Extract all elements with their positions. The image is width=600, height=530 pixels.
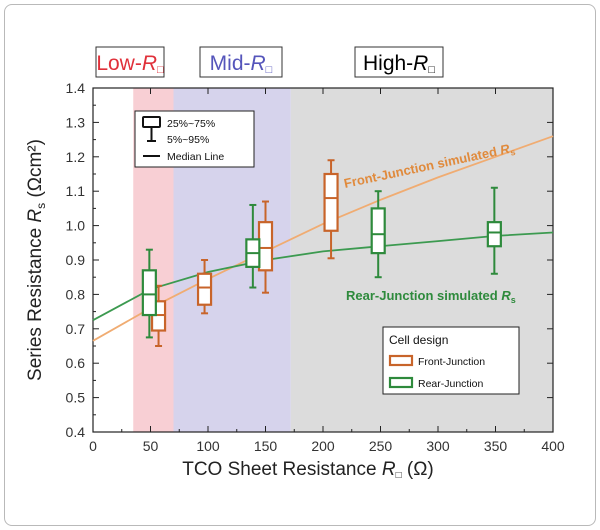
box-iqr [196,272,213,306]
region-label-low: Low-R□ [96,52,164,76]
y-axis-label-unit: (Ωcm²) [25,139,46,203]
region-label-high: High-R□ [363,52,435,76]
curve-label-symbol: R [499,141,512,158]
box-iqr [257,221,274,272]
front-junction-box-2 [196,259,213,315]
box-legend-iqr-symbol [142,116,161,128]
x-tick-label: 0 [89,438,97,454]
x-tick-label: 100 [196,438,220,454]
x-tick-label: 300 [426,438,450,454]
y-axis-label-text: Series Resistance [25,223,46,381]
y-tick-label: 1.0 [66,218,86,234]
y-axis-label: Series Resistance Rs (Ωcm²) [25,139,48,381]
cell-design-legend: Cell design Front-Junction Rear-Junction [382,326,520,395]
x-tick-label: 400 [541,438,565,454]
region-label-sub: □ [266,64,273,76]
x-axis-label-symbol: R [382,459,396,480]
region-label-box [95,46,165,78]
legend-swatch-rear [388,376,414,389]
legend-label-front: Front-Junction [418,356,485,368]
y-axis-label-symbol: R [25,209,46,223]
x-tick-label: 250 [369,438,393,454]
box-legend-whisker-label: 5%~95% [167,134,209,146]
y-tick-label: 0.8 [66,286,86,302]
box-legend-median-label: Median Line [167,151,224,163]
x-tick-label: 150 [254,438,278,454]
legend-title: Cell design [389,333,448,347]
x-tick-label: 50 [143,438,159,454]
box-plots [141,159,502,347]
box-legend-iqr-label: 25%~75% [167,118,215,130]
region-label-r: R [413,52,428,75]
rear-junction-simulated-curve [92,231,554,321]
simulated-curves [92,135,554,342]
curve-label-sub: s [511,295,516,305]
region-label-box [354,46,444,78]
y-tick-label: 1.3 [66,114,86,130]
rear-junction-box-4 [486,186,502,275]
front-junction-simulated-curve [92,135,554,342]
box-iqr [486,221,502,248]
y-tick-label: 0.7 [66,321,86,337]
y-tick-label: 1.2 [66,149,86,165]
region-label-main: Mid- [210,52,251,75]
curve-label-symbol: R [501,288,511,303]
region-label-main: Low- [96,52,142,75]
x-tick-label: 350 [484,438,508,454]
box-iqr [323,172,339,232]
x-tick-label: 200 [311,438,335,454]
region-label-box [199,46,283,78]
y-tick-label: 1.4 [66,80,86,96]
box-iqr [141,269,157,317]
rear-junction-box-3 [370,190,386,279]
curve-label-text: Rear-Junction simulated [346,288,501,303]
y-tick-label: 0.5 [66,390,86,406]
region-label-r: R [142,52,157,75]
legend-swatch-front [388,354,414,367]
region-label-mid: Mid-R□ [210,52,273,76]
y-tick-label: 1.1 [66,183,86,199]
axes: 0 50 100 150 200 250 300 350 400 0.4 0.5 0.6 0.7 0.8 0… [66,80,565,454]
y-tick-label: 0.6 [66,355,86,371]
region-label-r: R [251,52,266,75]
x-axis-label-sub: □ [396,470,402,481]
box-style-legend: 25%~75% 5%~95% Median Line [134,110,255,168]
region-label-sub: □ [157,64,164,76]
region-label-main: High- [363,52,413,75]
box-iqr [370,207,386,255]
x-axis-label-unit: (Ω) [402,459,434,480]
rear-junction-curve-label: Rear-Junction simulated Rs [346,288,516,305]
x-axis-label: TCO Sheet Resistance R□ (Ω) [182,459,434,481]
legends: 25%~75% 5%~95% Median Line Cell design Front… [134,110,520,395]
region-label-sub: □ [428,64,435,76]
y-axis-label-sub: s [34,203,48,209]
curve-label-sub: s [509,147,516,158]
y-tick-label: 0.4 [66,424,86,440]
x-axis-label-text: TCO Sheet Resistance [182,459,382,480]
y-tick-label: 0.9 [66,252,86,268]
front-junction-box-4 [323,159,339,260]
rear-junction-box-2 [245,203,261,289]
legend-label-rear: Rear-Junction [418,378,484,390]
rear-junction-box-1 [141,248,157,339]
chart-labels: Low-R□ Mid-R□ High-R□TCO Sheet Resistance … [25,46,516,481]
